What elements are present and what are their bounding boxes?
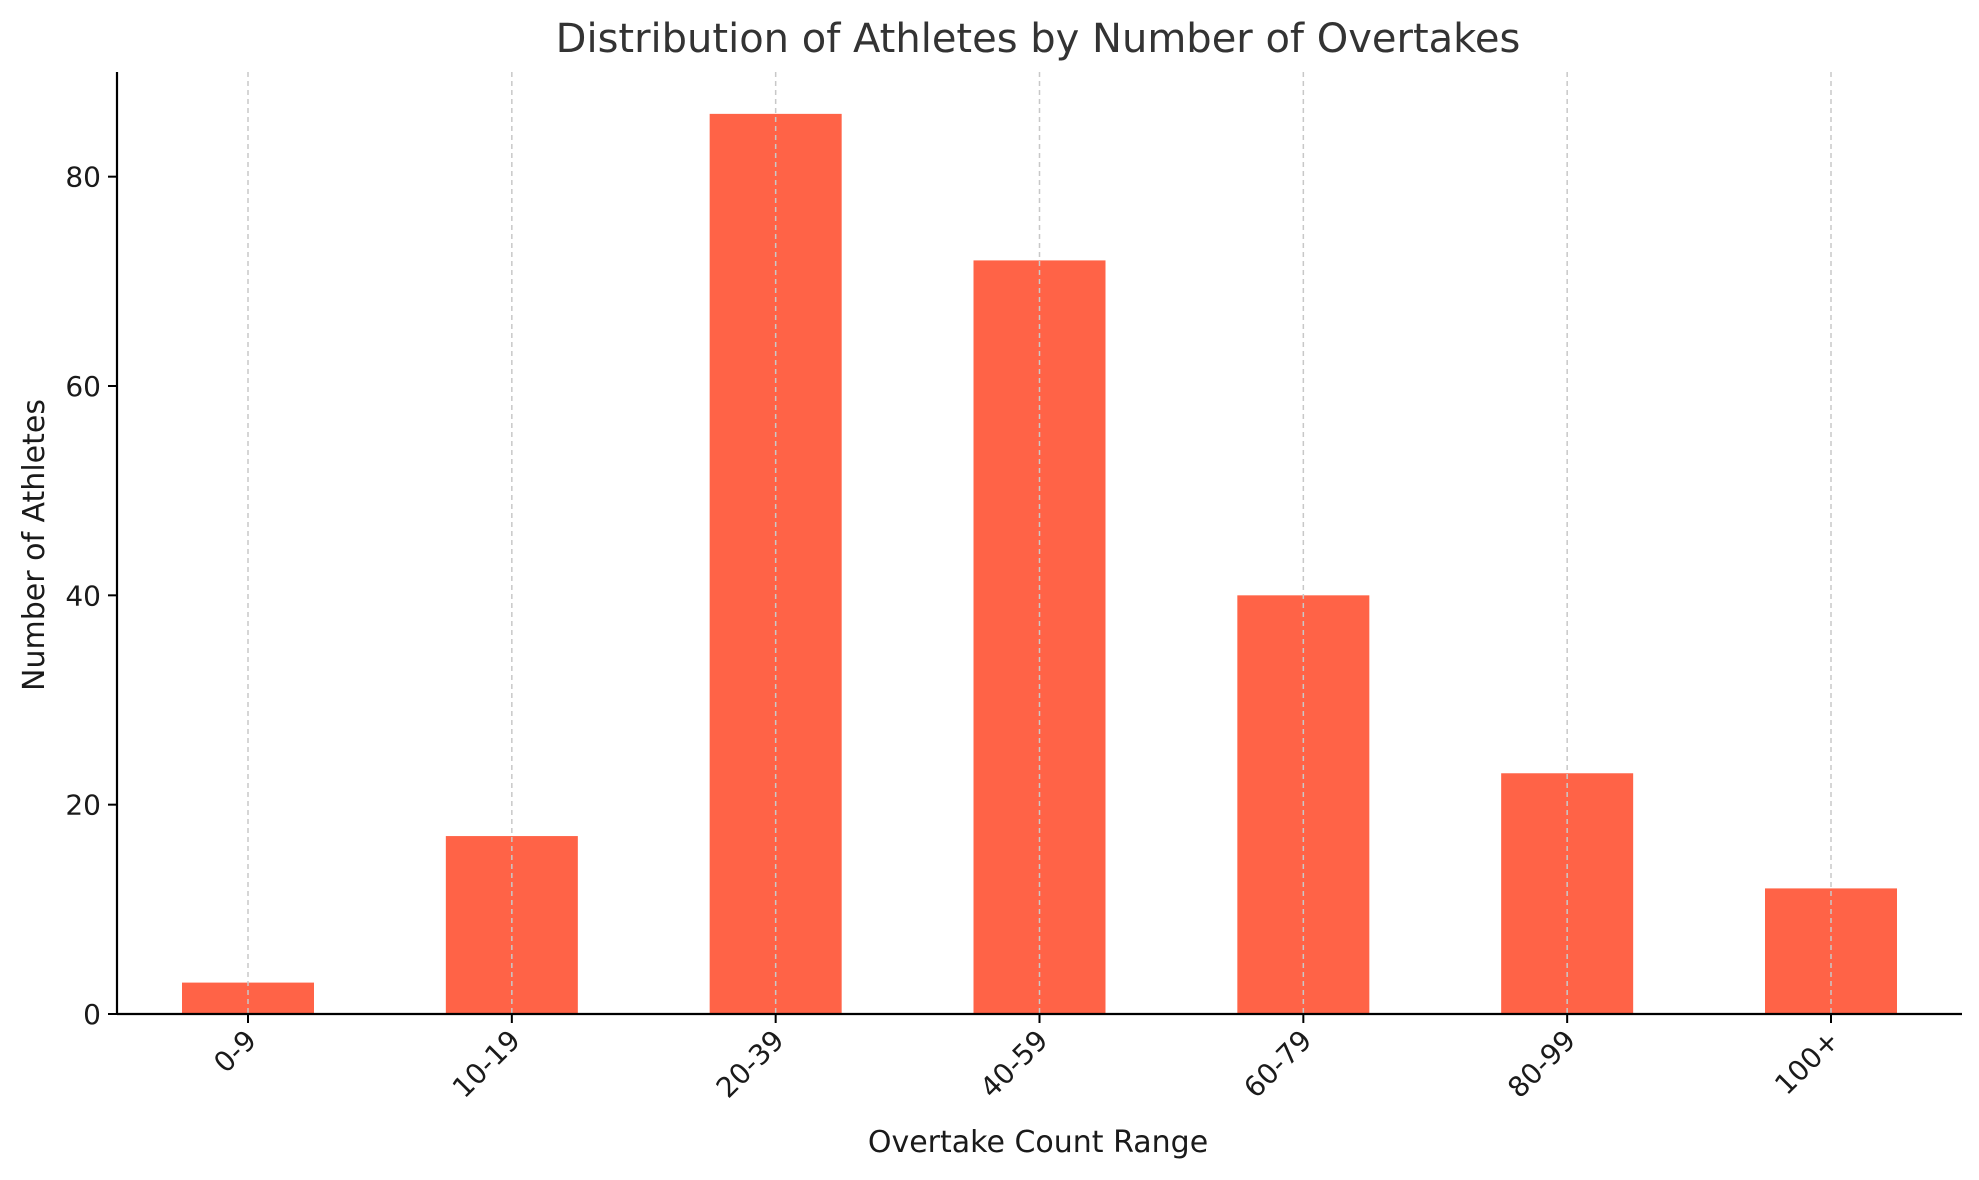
y-tick-label-40: 40	[65, 579, 101, 612]
bar-10-19	[445, 836, 578, 1014]
grid-lines	[247, 72, 1832, 1014]
bar-100+	[1765, 888, 1897, 1014]
bar-20-39	[709, 113, 842, 1014]
x-axis-label: Overtake Count Range	[868, 1125, 1208, 1160]
x-tick-label-100+: 100+	[1768, 1024, 1846, 1102]
y-tick-label-20: 20	[65, 789, 101, 822]
bar-40-59	[973, 260, 1106, 1014]
y-axis-label: Number of Athletes	[17, 399, 52, 691]
x-tick-label-80-99: 80-99	[1501, 1024, 1582, 1105]
y-tick-label-80: 80	[65, 161, 101, 194]
x-tick-label-0-9: 0-9	[207, 1024, 263, 1080]
x-tick-label-10-19: 10-19	[446, 1024, 527, 1105]
chart-title: Distribution of Athletes by Number of Ov…	[556, 16, 1521, 62]
bars	[182, 113, 1897, 1014]
y-tick-label-60: 60	[65, 370, 101, 403]
x-tick-label-40-59: 40-59	[974, 1024, 1055, 1105]
x-tick-label-20-39: 20-39	[710, 1024, 791, 1105]
x-tick-label-60-79: 60-79	[1237, 1024, 1318, 1105]
y-tick-label-0: 0	[83, 998, 101, 1031]
